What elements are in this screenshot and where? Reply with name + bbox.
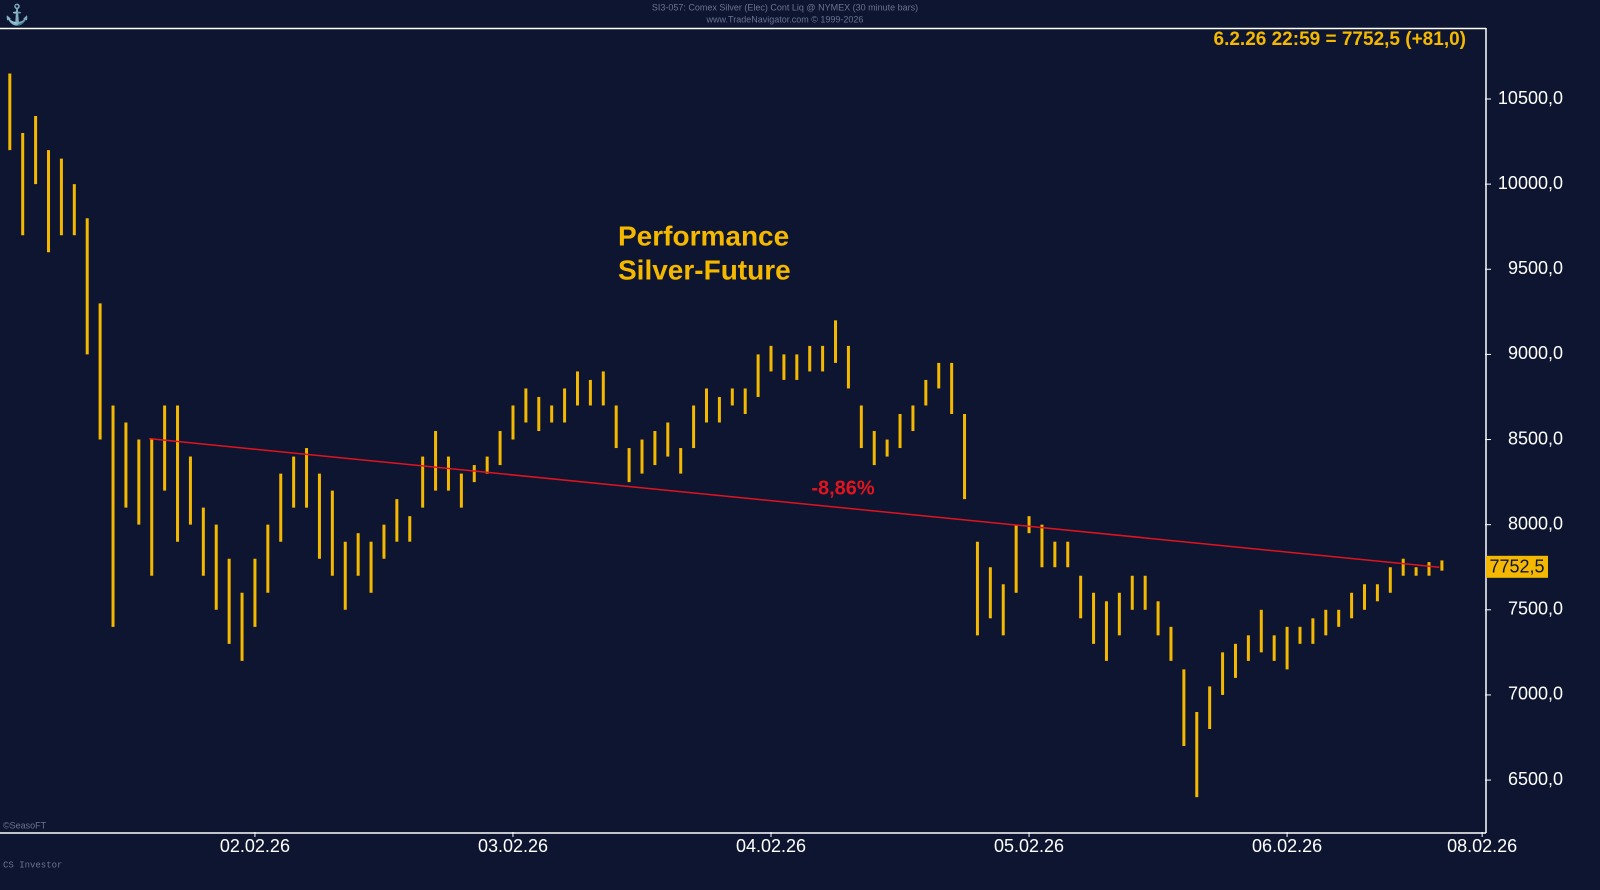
y-tick-label: 8500,0	[1508, 428, 1563, 448]
chart-title: Performance	[618, 220, 789, 251]
y-tick-label: 7000,0	[1508, 684, 1563, 704]
annotation: -8,86%	[811, 477, 875, 499]
y-tick-label: 9000,0	[1508, 343, 1563, 363]
y-tick-label: 7500,0	[1508, 599, 1563, 619]
x-tick-label: 02.02.26	[220, 836, 290, 856]
y-tick-label: 10500,0	[1498, 88, 1563, 108]
x-tick-label: 08.02.26	[1447, 836, 1517, 856]
footer: CS Investor	[3, 860, 62, 870]
header-line: www.TradeNavigator.com © 1999-2026	[706, 14, 864, 24]
x-tick-label: 03.02.26	[478, 836, 548, 856]
x-tick-label: 05.02.26	[994, 836, 1064, 856]
header-line: SI3-057: Comex Silver (Elec) Cont Liq @ …	[652, 2, 918, 12]
quote: 6.2.26 22:59 = 7752,5 (+81,0)	[1214, 29, 1466, 50]
x-tick-label: 04.02.26	[736, 836, 806, 856]
y-tick-label: 9500,0	[1508, 258, 1563, 278]
chart-title: Silver-Future	[618, 254, 791, 285]
footer: ©SeasoFT	[3, 820, 47, 830]
logo: ⚓	[5, 2, 30, 26]
last-price-box	[1486, 555, 1548, 578]
trend-line	[149, 437, 1440, 568]
y-tick-label: 6500,0	[1508, 769, 1563, 789]
y-tick-label: 10000,0	[1498, 173, 1563, 193]
y-tick-label: 8000,0	[1508, 513, 1563, 533]
x-tick-label: 06.02.26	[1252, 836, 1322, 856]
last-price-label: 7752,5	[1489, 557, 1544, 577]
